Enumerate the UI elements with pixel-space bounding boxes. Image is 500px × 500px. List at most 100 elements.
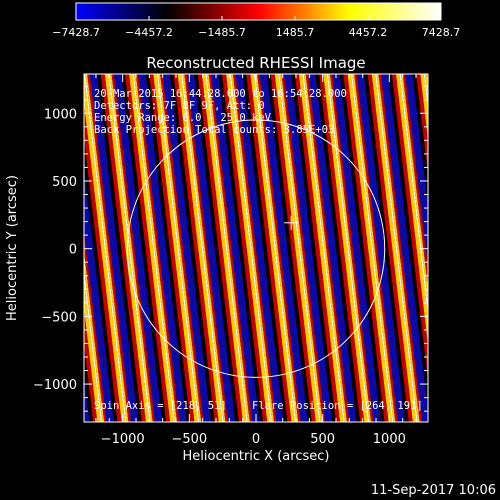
heatmap-stripe <box>461 74 500 422</box>
heatmap-stripe <box>347 74 392 422</box>
colorbar-ticks: −7428.7 −4457.2 −1485.7 1485.7 4457.2 7428.7 <box>52 16 460 39</box>
heatmap-stripe <box>246 74 292 422</box>
heatmap-stripe <box>211 74 260 422</box>
heatmap-stripe <box>197 74 243 422</box>
heatmap-stripe <box>232 74 277 422</box>
annotation-flare-position: Flare Position = [264, 191] <box>252 400 423 412</box>
heatmap-stripe <box>206 74 250 422</box>
heatmap-stripe <box>186 74 236 422</box>
heatmap-stripe <box>97 74 142 422</box>
chart-title: Reconstructed RHESSI Image <box>146 54 365 72</box>
annotation-energy-range: Energy Range: 6.0 - 25.0 keV <box>94 112 272 124</box>
heatmap-stripe <box>352 74 396 422</box>
heatmap-stripe <box>226 74 271 422</box>
heatmap-stripe <box>229 74 273 422</box>
heatmap-stripe <box>350 74 394 422</box>
heatmap-stripe <box>281 74 325 422</box>
heatmap-stripe <box>242 74 288 422</box>
heatmap-stripe <box>378 74 423 422</box>
heatmap-stripe <box>132 74 175 422</box>
heatmap-stripe <box>381 74 428 422</box>
heatmap-stripe <box>84 74 127 422</box>
heatmap-stripe <box>17 74 65 422</box>
heatmap-stripe <box>305 74 350 422</box>
heatmap-stripe <box>270 74 316 422</box>
heatmap-stripe <box>153 74 198 422</box>
y-tick-label: 0 <box>69 243 77 258</box>
heatmap-stripe <box>294 74 341 422</box>
y-axis: −1000 −500 0 500 1000 <box>33 85 428 412</box>
heatmap-stripe <box>278 74 321 422</box>
heatmap-stripe <box>364 74 409 422</box>
heatmap-stripe <box>84 279 101 422</box>
heatmap-stripe <box>84 74 126 422</box>
heatmap-stripe <box>405 74 428 268</box>
annotation-time-range: 20-Mar-2015 16:44:28.000 to 16:54:28.000 <box>94 88 347 100</box>
x-tick-label: 1000 <box>373 432 406 447</box>
heatmap-stripe <box>279 74 323 422</box>
heatmap-stripe <box>396 74 428 345</box>
heatmap-stripe <box>160 74 204 422</box>
heatmap-stripe <box>430 74 478 422</box>
heatmap-stripe <box>177 74 223 422</box>
colorbar-tick-label: −7428.7 <box>52 26 100 39</box>
heatmap-stripe <box>427 74 428 82</box>
heatmap-stripe <box>184 74 228 422</box>
heatmap-stripe <box>308 74 357 422</box>
heatmap-stripe <box>476 74 500 422</box>
heatmap-stripe <box>416 74 428 175</box>
heatmap-stripe <box>354 74 398 422</box>
heatmap-stripe <box>302 74 345 422</box>
heatmap-stripe <box>451 74 495 422</box>
heatmap-stripe <box>489 74 500 422</box>
colorbar <box>75 2 442 21</box>
heatmap-stripe <box>454 74 500 422</box>
colorbar-tick-label: 4457.2 <box>349 26 388 39</box>
annotation-method: Back Projection Total counts: 3.85E+03 <box>94 124 334 136</box>
heatmap-stripe <box>319 74 365 422</box>
heatmap-stripe <box>162 74 211 422</box>
heatmap-stripe <box>109 74 153 422</box>
heatmap-stripe <box>255 74 299 422</box>
heatmap-stripe <box>440 74 485 422</box>
heatmap-stripe <box>89 74 139 422</box>
heatmap-stripe <box>257 74 301 422</box>
heatmap-stripes <box>17 74 500 422</box>
heatmap-stripe <box>124 74 171 422</box>
heatmap-stripe <box>472 74 500 422</box>
heatmap-stripe <box>291 74 336 422</box>
heatmap-stripe <box>266 74 312 422</box>
heatmap-stripe <box>84 374 90 422</box>
x-tick-label: 0 <box>252 432 260 447</box>
heatmap-stripe <box>253 74 297 422</box>
heatmap-stripe <box>367 74 413 422</box>
heatmap-stripe <box>425 74 428 99</box>
y-axis-label: Heliocentric Y (arcsec) <box>5 175 20 321</box>
heatmap-stripe <box>208 74 253 422</box>
heatmap-stripe <box>332 74 381 422</box>
heatmap-stripe <box>121 74 167 422</box>
heatmap-stripe <box>465 74 500 422</box>
heatmap-stripe <box>194 74 239 422</box>
heatmap-stripe <box>449 74 492 422</box>
heatmap-stripe <box>371 74 417 422</box>
annotation-detectors: Detectors: 7F 8F 9F, Att: 0 <box>94 100 265 112</box>
heatmap-stripe <box>231 74 275 422</box>
heatmap-stripe <box>283 74 333 422</box>
heatmap-stripe <box>298 74 344 422</box>
y-tick-label: −500 <box>41 310 77 325</box>
solar-limb-circle <box>126 119 386 378</box>
heatmap-stripe <box>423 74 428 111</box>
heatmap-stripe <box>201 74 247 422</box>
heatmap-stripe <box>356 74 406 422</box>
heatmap-stripe <box>323 74 368 422</box>
heatmap-stripe <box>222 74 268 422</box>
flare-position-marker <box>284 215 299 230</box>
colorbar-tick-label: 1485.7 <box>276 26 315 39</box>
x-tick-label: 500 <box>310 432 335 447</box>
y-tick-label: 1000 <box>44 107 77 122</box>
heatmap-stripe <box>173 74 219 422</box>
heatmap-stripe <box>156 74 200 422</box>
heatmap-stripe <box>412 74 428 206</box>
